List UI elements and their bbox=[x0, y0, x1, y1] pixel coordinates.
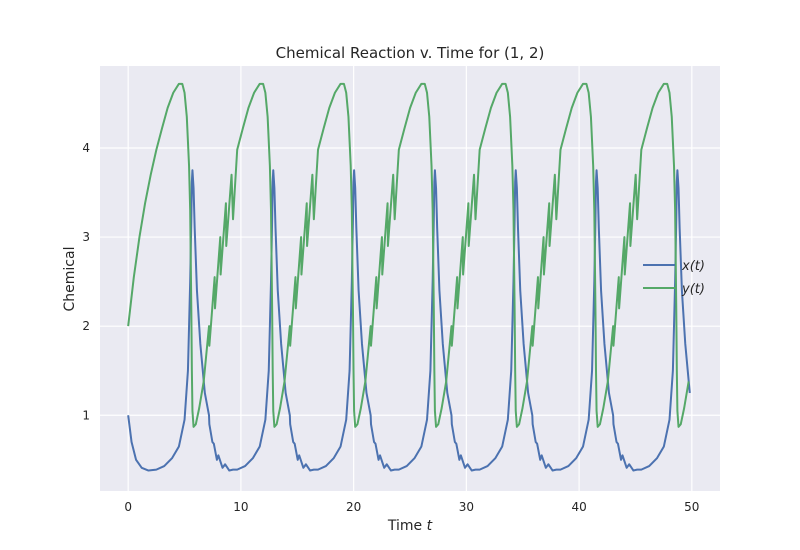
y-tick-label: 3 bbox=[82, 230, 90, 244]
series-line-y bbox=[127, 82, 690, 428]
x-axis-label: Time t bbox=[387, 518, 433, 534]
y-tick-label: 4 bbox=[82, 141, 90, 155]
y-tick-label: 2 bbox=[82, 319, 90, 333]
legend-label-y: y(t) bbox=[681, 282, 705, 297]
x-tick-label: 20 bbox=[346, 500, 361, 514]
plot-area bbox=[100, 66, 720, 491]
series-layer bbox=[127, 82, 691, 472]
legend-label-x: x(t) bbox=[681, 259, 705, 274]
y-tick-label: 1 bbox=[82, 408, 90, 422]
tick-labels: 0 10 20 30 40 50 1 2 3 4 bbox=[82, 141, 699, 514]
y-axis-label: Chemical bbox=[62, 247, 78, 312]
x-axis-label-variable: t bbox=[427, 518, 433, 534]
x-tick-label: 0 bbox=[124, 500, 132, 514]
x-tick-label: 50 bbox=[684, 500, 699, 514]
legend: x(t) y(t) bbox=[643, 259, 705, 297]
chart-title: Chemical Reaction v. Time for (1, 2) bbox=[276, 44, 545, 62]
series-line-x bbox=[127, 169, 691, 472]
grid bbox=[100, 66, 720, 491]
x-tick-label: 40 bbox=[571, 500, 586, 514]
x-tick-label: 30 bbox=[459, 500, 474, 514]
x-tick-label: 10 bbox=[233, 500, 248, 514]
